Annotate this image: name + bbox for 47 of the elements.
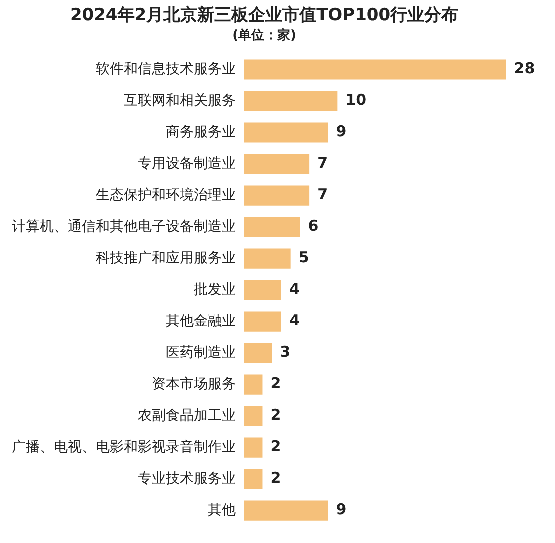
- data-label: 2: [270, 469, 282, 488]
- y-tick-label: 农副食品加工业: [138, 408, 236, 424]
- bar: [244, 122, 328, 143]
- bar: [244, 312, 282, 332]
- bar: [244, 406, 263, 426]
- data-label: 10: [346, 91, 367, 110]
- chart-title: 2024年2月北京新三板企业市值TOP100行业分布: [70, 6, 459, 26]
- y-tick-label: 其他: [208, 502, 236, 518]
- bar: [244, 438, 263, 458]
- data-label: 3: [280, 343, 291, 362]
- y-tick-label: 广播、电视、电影和影视录音制作业: [12, 439, 236, 456]
- bar: [244, 374, 263, 395]
- bar: [244, 469, 263, 490]
- data-label: 2: [270, 438, 282, 456]
- data-label: 9: [336, 500, 347, 519]
- data-label: 4: [289, 280, 300, 298]
- data-label: 4: [289, 312, 300, 330]
- bar: [244, 280, 282, 300]
- data-label: 6: [308, 217, 319, 236]
- bar: [244, 343, 272, 364]
- y-tick-label: 互联网和相关服务: [124, 92, 236, 109]
- y-tick-label: 科技推广和应用服务业: [96, 250, 236, 266]
- bar: [244, 60, 506, 80]
- y-tick-label: 其他金融业: [166, 313, 236, 330]
- bar: [244, 186, 310, 206]
- bar: [244, 500, 328, 521]
- y-tick-label: 软件和信息技术服务业: [96, 61, 236, 78]
- data-label: 7: [318, 154, 328, 172]
- data-label: 28: [514, 60, 536, 78]
- data-label: 2: [270, 374, 282, 393]
- y-tick-label: 医药制造业: [166, 344, 236, 361]
- data-label: 2: [270, 406, 282, 424]
- bar: [244, 91, 338, 112]
- data-label: 7: [318, 186, 328, 204]
- y-tick-label: 专用设备制造业: [138, 156, 236, 172]
- y-tick-label: 计算机、通信和其他电子设备制造业: [12, 218, 236, 235]
- bar: [244, 154, 310, 174]
- y-tick-label: 生态保护和环境治理业: [96, 187, 236, 204]
- y-tick-label: 商务服务业: [166, 124, 236, 140]
- chart-subtitle: (单位：家): [232, 28, 296, 44]
- y-tick-label: 资本市场服务: [152, 376, 236, 392]
- data-label: 5: [298, 248, 310, 267]
- y-tick-label: 批发业: [194, 282, 236, 298]
- data-label: 9: [336, 122, 347, 141]
- y-tick-label: 专业技术服务业: [138, 470, 236, 487]
- bar: [244, 217, 300, 238]
- bar: [244, 248, 291, 269]
